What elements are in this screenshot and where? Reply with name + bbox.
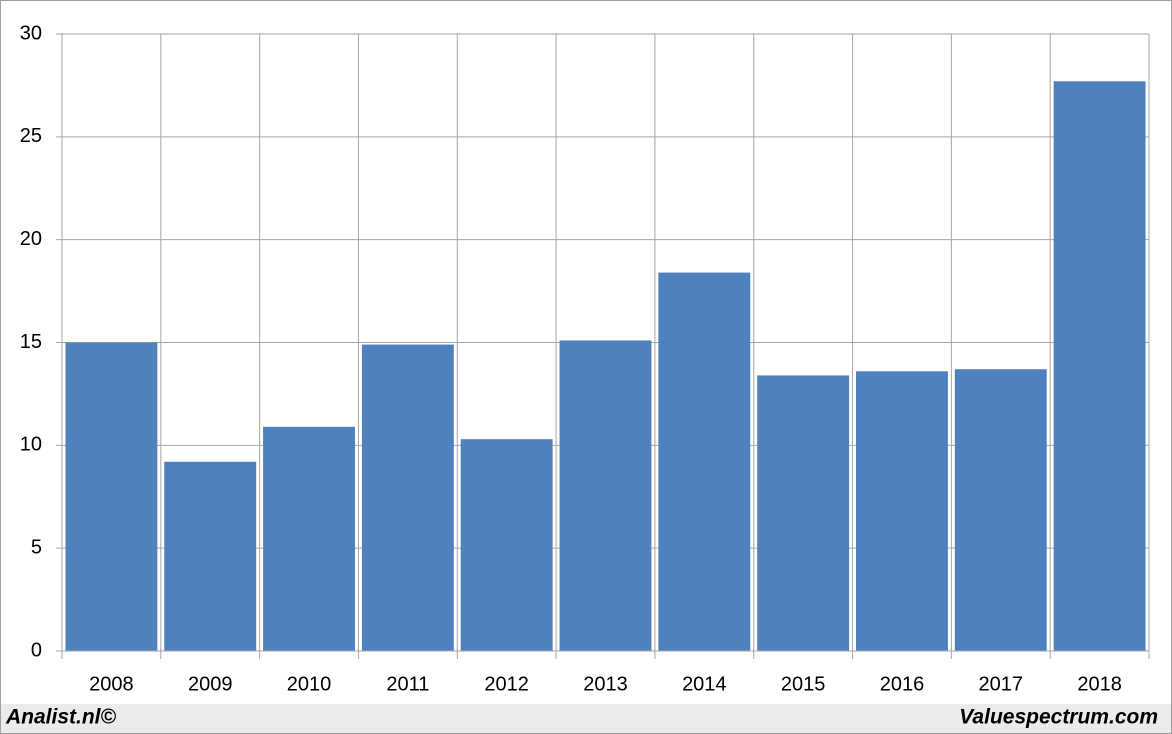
x-tick-label: 2009 <box>188 673 233 695</box>
x-tick-label: 2011 <box>386 673 429 695</box>
y-tick-label: 30 <box>20 22 42 44</box>
y-tick-label: 10 <box>20 434 42 456</box>
x-tick-label: 2016 <box>880 673 925 695</box>
y-tick-label: 20 <box>20 228 42 250</box>
y-tick-label: 15 <box>20 331 42 353</box>
bar <box>65 342 158 651</box>
bar <box>164 461 257 651</box>
bar <box>954 369 1047 651</box>
bar <box>263 426 355 651</box>
bar <box>658 272 751 651</box>
bar <box>559 340 652 651</box>
y-tick-label: 0 <box>31 639 42 661</box>
bar <box>757 375 850 651</box>
bar <box>856 371 948 651</box>
footer-right: Valuespectrum.com <box>959 706 1158 729</box>
x-tick-label: 2014 <box>682 673 727 695</box>
footer-left: Analist.nl© <box>5 706 117 729</box>
x-tick-label: 2013 <box>583 673 628 695</box>
bar <box>1053 81 1146 651</box>
footer-bar <box>1 704 1171 733</box>
x-tick-label: 2012 <box>484 673 529 695</box>
x-tick-label: 2015 <box>781 673 826 695</box>
y-tick-label: 5 <box>31 536 42 558</box>
x-tick-label: 2008 <box>89 673 134 695</box>
bar <box>460 439 553 651</box>
x-tick-label: 2017 <box>979 673 1024 695</box>
bar <box>361 344 454 651</box>
y-tick-label: 25 <box>20 125 42 147</box>
x-tick-label: 2018 <box>1077 673 1122 695</box>
x-tick-label: 2010 <box>287 673 332 695</box>
